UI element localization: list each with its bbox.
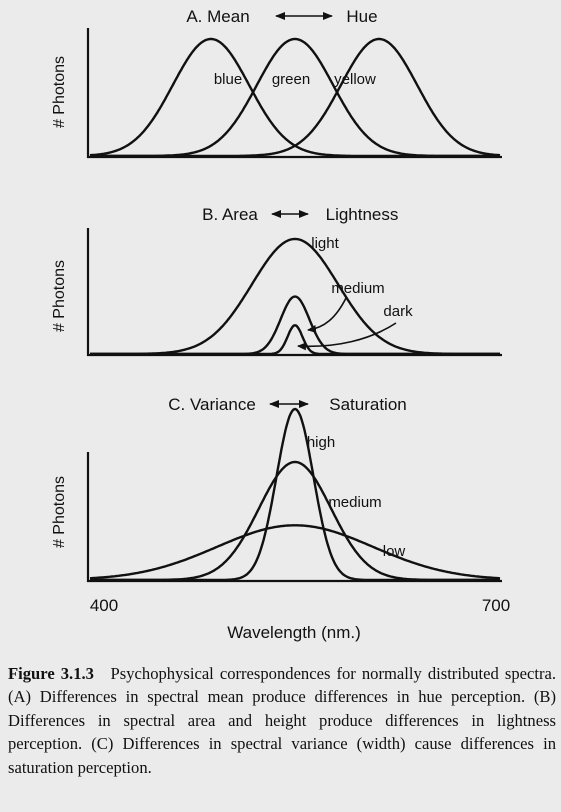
panel-c-ylabel: # Photons <box>51 476 68 548</box>
panel-c-title: C. Variance <box>168 395 256 414</box>
series-b-medium-label: medium <box>331 280 384 297</box>
panel-a-axes <box>86 28 502 159</box>
series-a-green-line <box>90 37 500 158</box>
x-axis-title: Wavelength (nm.) <box>227 623 361 642</box>
panel-b-title-right: Lightness <box>326 205 399 224</box>
panel-b-title: B. Area <box>202 205 258 224</box>
panel-a-title: A. Mean <box>186 7 249 26</box>
panel-a: A. Mean Hue # Photons blue green yellow <box>51 7 502 159</box>
series-a-blue-label: blue <box>214 71 242 88</box>
caption-label: Figure 3.1.3 <box>8 664 94 683</box>
series-c-medium-label: medium <box>328 494 381 511</box>
panel-a-ylabel: # Photons <box>51 56 68 128</box>
panel-a-title-right: Hue <box>346 7 377 26</box>
series-a-yellow-line <box>90 37 501 158</box>
series-b-light-label: light <box>311 235 339 252</box>
panel-c: C. Variance Saturation # Photons high me… <box>51 395 502 583</box>
series-c-low-label: low <box>383 543 406 560</box>
figure-caption: Figure 3.1.3 Psychophysical corresponden… <box>8 662 556 779</box>
panel-b-axes <box>86 228 502 357</box>
series-b-dark-label: dark <box>383 303 413 320</box>
panel-b: B. Area Lightness # Photons light medium… <box>51 205 502 357</box>
series-b-dark-leader <box>297 322 397 351</box>
series-b-dark-line <box>90 324 500 356</box>
x-tick-700: 700 <box>482 596 510 615</box>
series-a-yellow-label: yellow <box>334 71 376 88</box>
panel-c-title-right: Saturation <box>329 395 407 414</box>
caption-text: Psychophysical correspondences for norma… <box>8 664 556 777</box>
x-tick-400: 400 <box>90 596 118 615</box>
series-c-low-line <box>89 524 501 580</box>
series-c-high-line <box>90 407 500 582</box>
series-c-medium-line <box>90 460 500 582</box>
series-b-medium-leader <box>307 297 347 333</box>
panel-b-ylabel: # Photons <box>51 260 68 332</box>
series-a-green-label: green <box>272 71 310 88</box>
series-a-blue-line <box>89 37 500 158</box>
figure-chart: A. Mean Hue # Photons blue green yellow … <box>51 7 510 642</box>
panel-c-axes <box>86 452 502 583</box>
series-c-high-label: high <box>307 434 335 451</box>
